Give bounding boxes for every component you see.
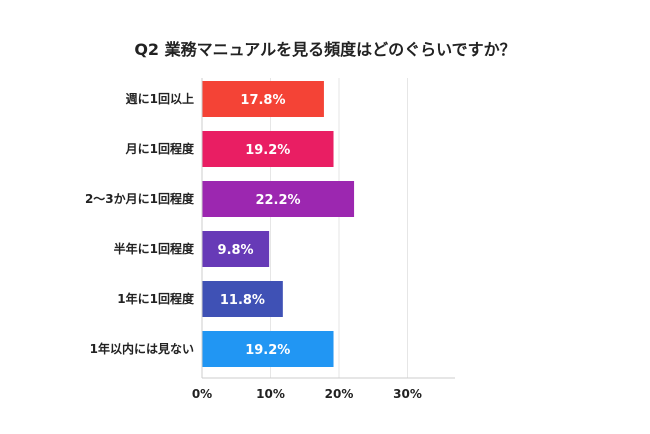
- bar-2: [202, 131, 334, 167]
- bar-6: [202, 331, 334, 367]
- value-label-5: 11.8%: [220, 293, 265, 308]
- x-tick-label-3: 30%: [393, 387, 422, 401]
- category-label-5: 1年に1回程度: [117, 291, 195, 306]
- category-label-1: 週に1回以上: [126, 91, 194, 106]
- bar-3: [202, 181, 355, 217]
- x-tick-label-0: 0%: [192, 387, 212, 401]
- category-label-4: 半年に1回程度: [114, 241, 195, 256]
- bar-4: [202, 231, 270, 267]
- chart-title: Q2 業務マニュアルを見る頻度はどのぐらいですか？: [134, 40, 516, 59]
- category-label-2: 月に1回程度: [125, 141, 195, 156]
- x-tick-label-1: 10%: [256, 387, 285, 401]
- value-label-2: 19.2%: [245, 143, 290, 158]
- value-label-4: 9.8%: [218, 243, 254, 258]
- x-tick-label-2: 20%: [325, 387, 354, 401]
- category-label-6: 1年以内には見ない: [90, 341, 194, 356]
- value-label-1: 17.8%: [240, 93, 285, 108]
- category-label-3: 2〜3か月に1回程度: [85, 191, 195, 206]
- value-label-3: 22.2%: [255, 193, 300, 208]
- bar-5: [202, 281, 283, 317]
- bar-1: [202, 81, 324, 117]
- value-label-6: 19.2%: [245, 343, 290, 358]
